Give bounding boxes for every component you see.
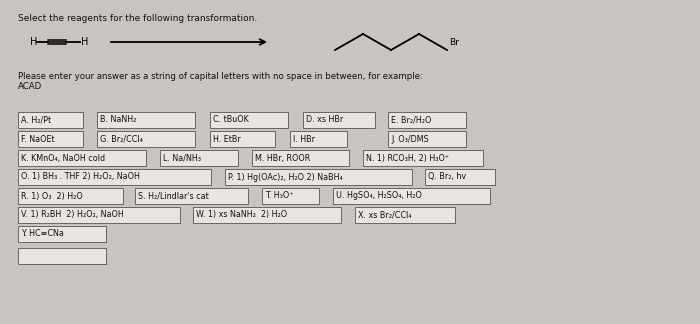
FancyBboxPatch shape bbox=[160, 150, 238, 166]
FancyBboxPatch shape bbox=[18, 112, 83, 128]
FancyBboxPatch shape bbox=[18, 188, 123, 204]
Text: L. Na/NH₃: L. Na/NH₃ bbox=[163, 154, 201, 163]
FancyBboxPatch shape bbox=[97, 112, 195, 128]
Text: ACAD: ACAD bbox=[18, 82, 42, 91]
Text: Q. Br₂, hv: Q. Br₂, hv bbox=[428, 172, 466, 181]
Text: Br: Br bbox=[449, 38, 459, 47]
Text: A. H₂/Pt: A. H₂/Pt bbox=[21, 115, 51, 124]
FancyBboxPatch shape bbox=[135, 188, 248, 204]
Text: R. 1) O₃  2) H₂O: R. 1) O₃ 2) H₂O bbox=[21, 191, 83, 201]
FancyBboxPatch shape bbox=[97, 131, 195, 147]
FancyBboxPatch shape bbox=[210, 112, 288, 128]
FancyBboxPatch shape bbox=[18, 226, 106, 242]
FancyBboxPatch shape bbox=[333, 188, 490, 204]
Text: U. HgSO₄, H₂SO₄, H₂O: U. HgSO₄, H₂SO₄, H₂O bbox=[336, 191, 422, 201]
FancyBboxPatch shape bbox=[18, 169, 211, 185]
FancyBboxPatch shape bbox=[18, 150, 146, 166]
Text: T. H₃O⁺: T. H₃O⁺ bbox=[265, 191, 293, 201]
FancyBboxPatch shape bbox=[18, 248, 106, 264]
Text: V. 1) R₂BH  2) H₂O₂, NaOH: V. 1) R₂BH 2) H₂O₂, NaOH bbox=[21, 211, 124, 219]
FancyBboxPatch shape bbox=[363, 150, 483, 166]
FancyBboxPatch shape bbox=[355, 207, 455, 223]
Text: Please enter your answer as a string of capital letters with no space in between: Please enter your answer as a string of … bbox=[18, 72, 423, 81]
Text: O. 1) BH₃ . THF 2) H₂O₂, NaOH: O. 1) BH₃ . THF 2) H₂O₂, NaOH bbox=[21, 172, 140, 181]
FancyBboxPatch shape bbox=[262, 188, 319, 204]
Text: Select the reagents for the following transformation.: Select the reagents for the following tr… bbox=[18, 14, 258, 23]
FancyBboxPatch shape bbox=[388, 131, 466, 147]
Text: E. Br₂/H₂O: E. Br₂/H₂O bbox=[391, 115, 431, 124]
FancyBboxPatch shape bbox=[303, 112, 375, 128]
Text: X. xs Br₂/CCl₄: X. xs Br₂/CCl₄ bbox=[358, 211, 412, 219]
Text: H: H bbox=[30, 37, 37, 47]
Text: K. KMnO₄, NaOH cold: K. KMnO₄, NaOH cold bbox=[21, 154, 105, 163]
Text: J. O₃/DMS: J. O₃/DMS bbox=[391, 134, 428, 144]
Text: M. HBr, ROOR: M. HBr, ROOR bbox=[255, 154, 310, 163]
FancyBboxPatch shape bbox=[210, 131, 275, 147]
Text: G. Br₂/CCl₄: G. Br₂/CCl₄ bbox=[100, 134, 143, 144]
Text: P. 1) Hg(OAc)₂, H₂O 2) NaBH₄: P. 1) Hg(OAc)₂, H₂O 2) NaBH₄ bbox=[228, 172, 343, 181]
Text: S. H₂/Lindlar's cat: S. H₂/Lindlar's cat bbox=[138, 191, 209, 201]
FancyBboxPatch shape bbox=[18, 131, 83, 147]
Text: F. NaOEt: F. NaOEt bbox=[21, 134, 55, 144]
FancyBboxPatch shape bbox=[225, 169, 412, 185]
Text: N. 1) RCO₃H, 2) H₃O⁺: N. 1) RCO₃H, 2) H₃O⁺ bbox=[366, 154, 449, 163]
Text: I. HBr: I. HBr bbox=[293, 134, 315, 144]
Text: C. tBuOK: C. tBuOK bbox=[213, 115, 248, 124]
Text: H. EtBr: H. EtBr bbox=[213, 134, 241, 144]
Text: W. 1) xs NaNH₂  2) H₂O: W. 1) xs NaNH₂ 2) H₂O bbox=[196, 211, 287, 219]
FancyBboxPatch shape bbox=[388, 112, 466, 128]
Text: Y. HC≡CNa: Y. HC≡CNa bbox=[21, 229, 64, 238]
FancyBboxPatch shape bbox=[252, 150, 349, 166]
FancyBboxPatch shape bbox=[193, 207, 341, 223]
FancyBboxPatch shape bbox=[290, 131, 347, 147]
Text: D. xs HBr: D. xs HBr bbox=[306, 115, 343, 124]
Text: H: H bbox=[81, 37, 88, 47]
FancyBboxPatch shape bbox=[425, 169, 495, 185]
Text: B. NaNH₂: B. NaNH₂ bbox=[100, 115, 136, 124]
FancyBboxPatch shape bbox=[18, 207, 180, 223]
